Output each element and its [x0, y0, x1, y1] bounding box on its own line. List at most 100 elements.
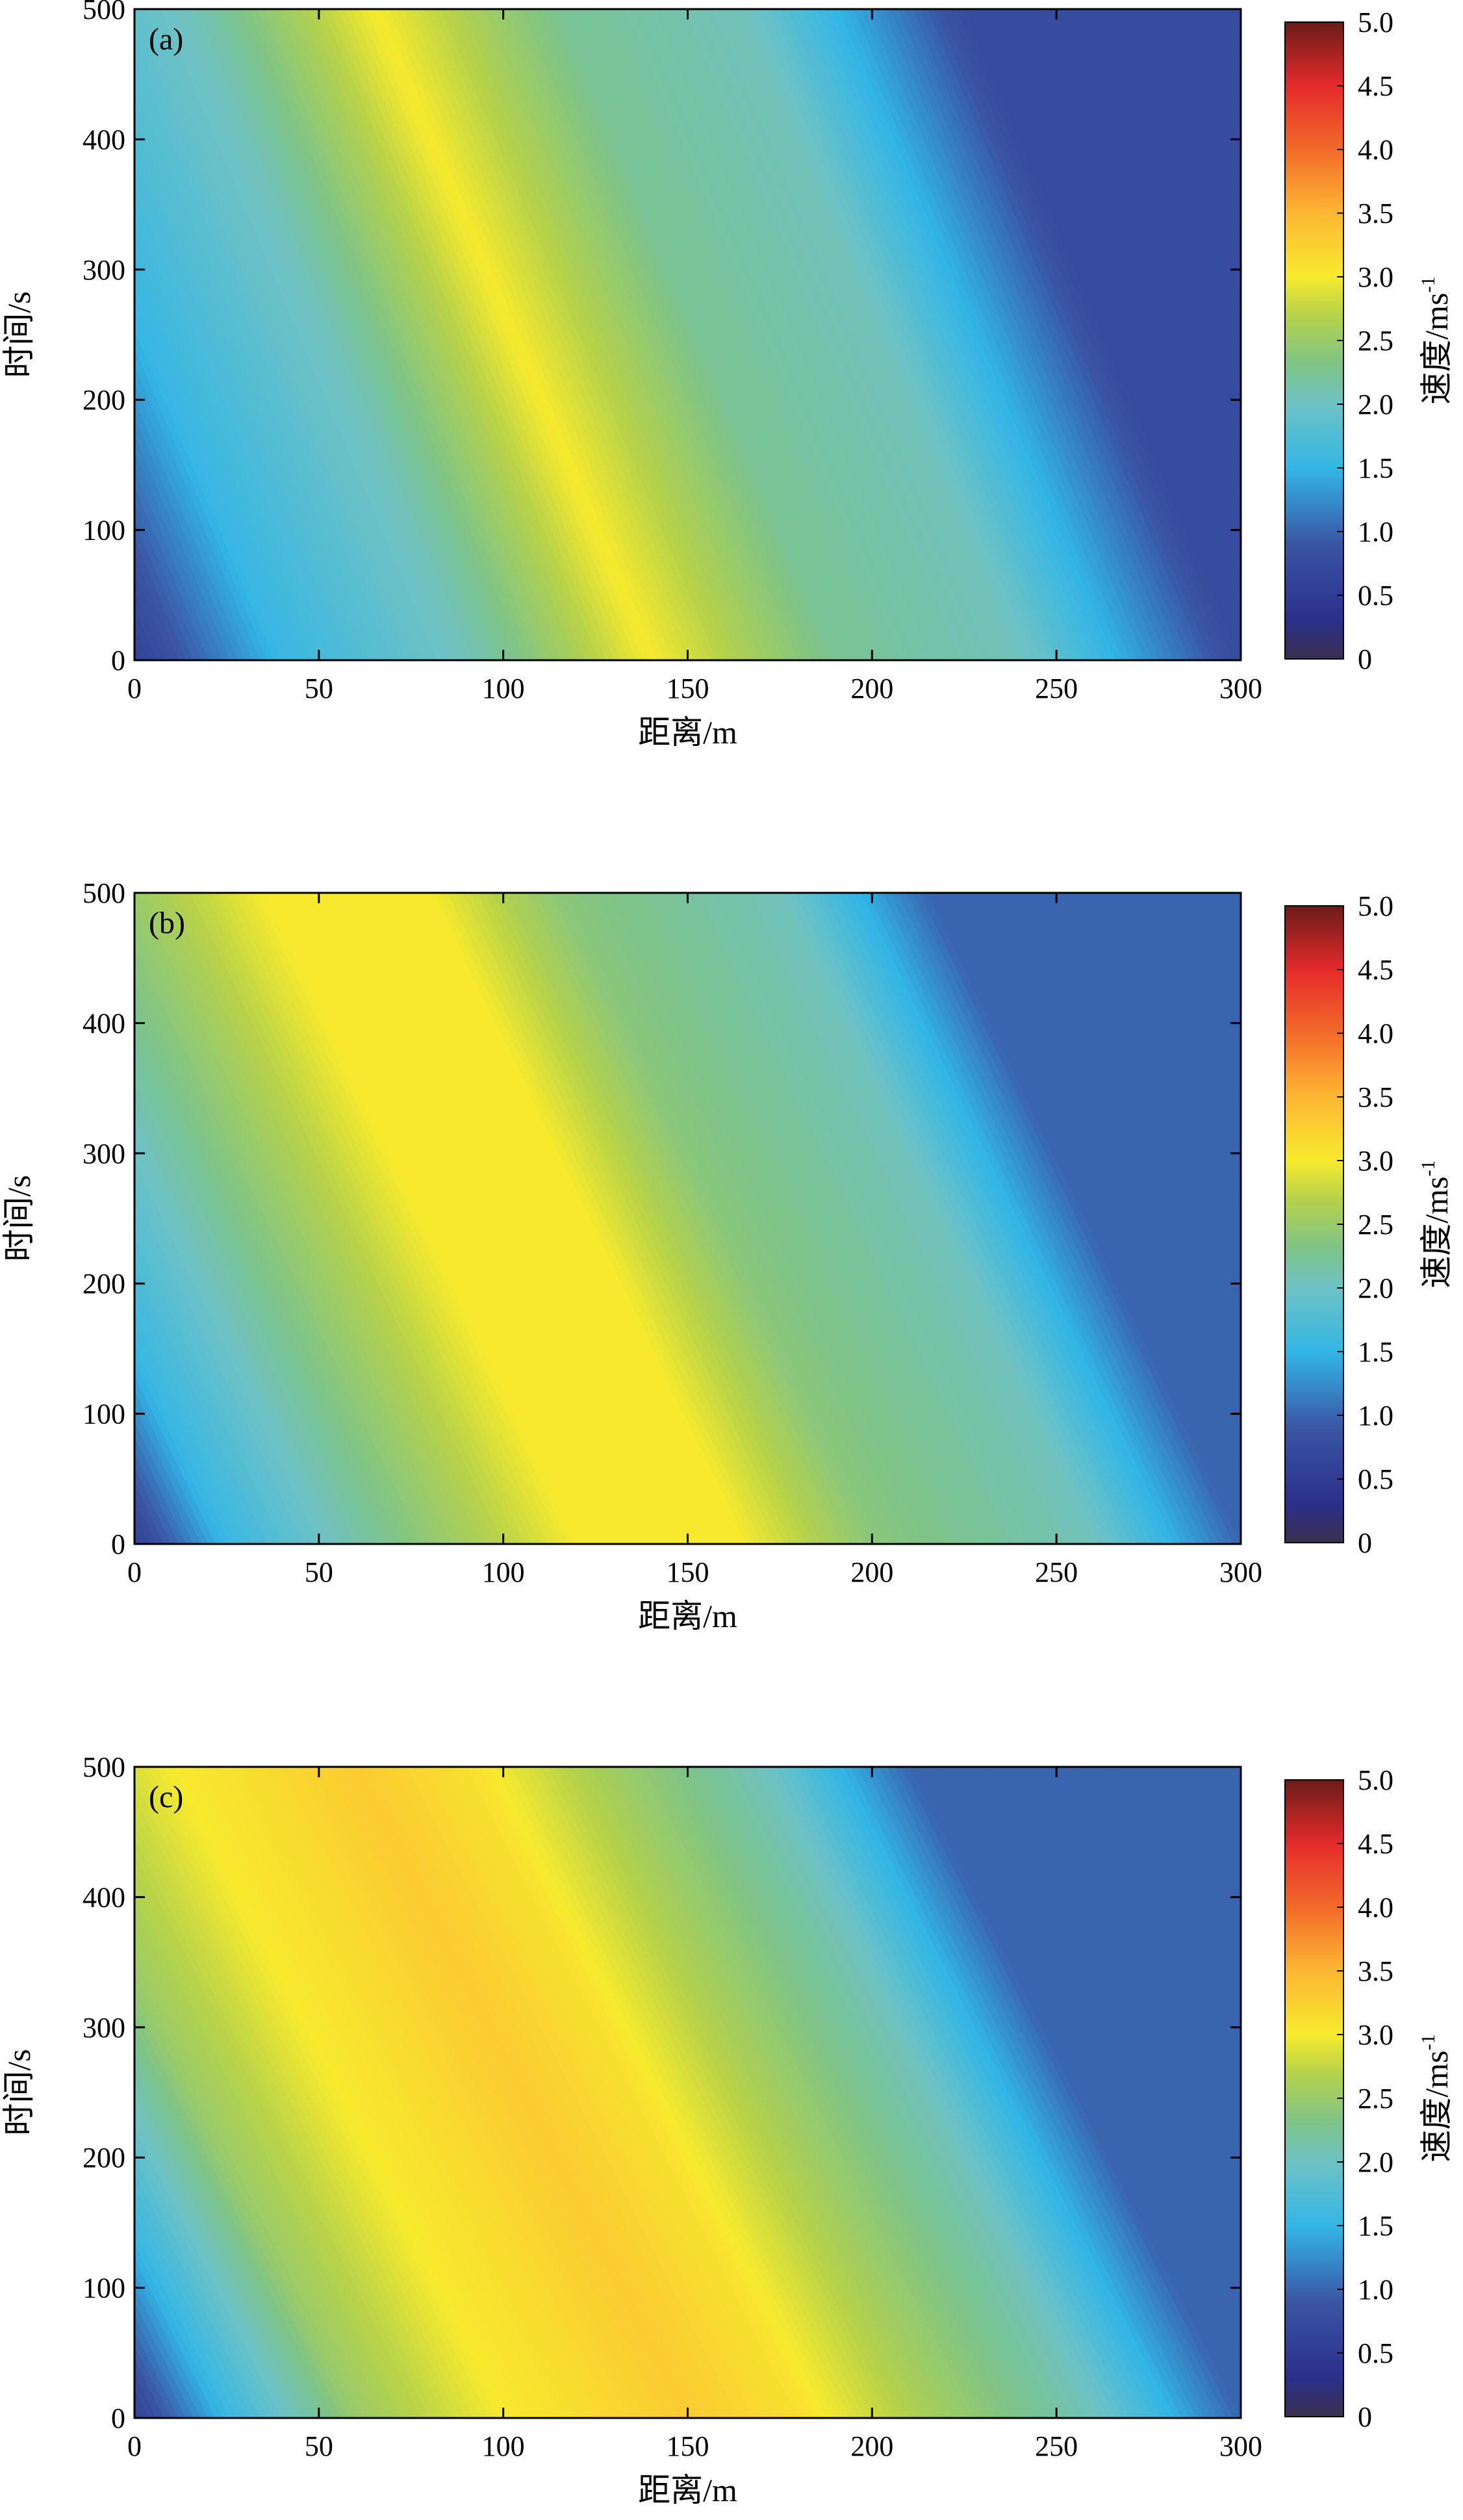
x-tick-label: 50: [305, 1556, 333, 1588]
heatmap-cell: [735, 9, 1022, 660]
heatmap-cell: [179, 1767, 520, 2418]
x-tick-label: 300: [1219, 1556, 1262, 1588]
heatmap-cell: [584, 1767, 926, 2418]
heatmap-cell: [1075, 9, 1241, 400]
heatmap-cell: [1030, 893, 1241, 1330]
heatmap-cell: [1149, 9, 1241, 226]
heatmap-cell: [429, 1767, 771, 2418]
y-axis-label: 时间/s: [1, 291, 37, 378]
heatmap-cell: [507, 9, 793, 660]
heatmap-cell: [817, 893, 1140, 1544]
heatmap-cell: [883, 893, 1206, 1544]
heatmap-cell: [610, 9, 897, 660]
chart-panel: 0 50 100 150 200 250 300 0 100 200 300 400 500 距离/m 时间…: [1, 877, 1455, 1634]
heatmap-cell: [602, 9, 889, 660]
heatmap-cell: [271, 893, 594, 1544]
heatmap-cell: [872, 1767, 1214, 2418]
x-tick-label: 150: [667, 673, 709, 704]
colorbar-label-superscript: -1: [1418, 1160, 1439, 1176]
heatmap-cell: [772, 893, 1096, 1544]
heatmap-cell: [463, 9, 749, 660]
heatmap-cell: [1211, 1767, 1241, 1825]
heatmap-cell: [234, 893, 557, 1544]
heatmap-cell: [927, 893, 1241, 1544]
heatmap-cell: [739, 1767, 1081, 2418]
heatmap-cell: [573, 9, 860, 660]
chart-panel: 0 50 100 150 200 250 300 0 100 200 300 400 500 距离/m 时间…: [1, 1751, 1455, 2508]
heatmap-cell: [591, 1767, 934, 2418]
heatmap-cell: [687, 1767, 1030, 2418]
heatmap-cell: [580, 893, 904, 1544]
heatmap-cell: [1097, 9, 1241, 348]
heatmap-cell: [706, 893, 1030, 1544]
heatmap-cell: [433, 9, 720, 660]
heatmap-cell: [853, 9, 1140, 660]
heatmap-cell: [555, 1767, 897, 2418]
heatmap-cell: [850, 1767, 1191, 2418]
heatmap-cell: [861, 893, 1184, 1544]
heatmap-cell: [809, 893, 1133, 1544]
heatmap-cell: [1045, 9, 1241, 470]
heatmap-cell: [765, 893, 1088, 1544]
y-tick-label: 400: [83, 1881, 125, 1913]
heatmap-cell: [795, 893, 1118, 1544]
colorbar-tick-label: 0.5: [1358, 2337, 1393, 2369]
x-tick-label: 150: [667, 2430, 709, 2462]
heatmap-cell: [1023, 9, 1241, 522]
heatmap-cell: [887, 1767, 1228, 2418]
heatmap-cell: [381, 9, 668, 660]
heatmap-cell: [212, 893, 535, 1544]
colorbar-tick-label: 1.0: [1358, 516, 1393, 548]
heatmap-cell: [1185, 893, 1241, 1008]
heatmap-cell: [588, 9, 874, 660]
colorbar-label-text: 速度/ms: [1418, 292, 1455, 404]
heatmap-cell: [359, 9, 646, 660]
y-tick-label: 0: [111, 1528, 125, 1560]
heatmap-cell: [485, 9, 771, 660]
heatmap-cell: [311, 1767, 654, 2418]
heatmap-cell: [1060, 893, 1241, 1268]
heatmap-cell: [595, 893, 919, 1544]
heatmap-cell: [418, 9, 705, 660]
heatmap-cell: [890, 893, 1214, 1544]
heatmap-cell: [168, 9, 454, 660]
heatmap-cell: [824, 893, 1147, 1544]
colorbar-tick-label: 3.0: [1358, 261, 1393, 293]
heatmap-cell: [134, 1767, 476, 2418]
heatmap-cell: [1141, 9, 1241, 244]
heatmap-cell: [307, 893, 631, 1544]
heatmap-cell: [351, 893, 676, 1544]
heatmap-cell: [245, 1767, 587, 2418]
y-tick-label: 500: [83, 877, 125, 909]
heatmap-cell: [927, 9, 1214, 660]
heatmap-cell: [1215, 9, 1241, 70]
heatmap-cell: [831, 893, 1155, 1544]
y-tick-label: 0: [111, 645, 125, 676]
heatmap-cell: [168, 893, 491, 1544]
heatmap-cell: [624, 893, 948, 1544]
colorbar-tick-label: 3.0: [1358, 2019, 1393, 2051]
heatmap-cell: [920, 9, 1206, 660]
colorbar-tick-label: 2.5: [1358, 1209, 1393, 1241]
heatmap-cell: [787, 893, 1111, 1544]
heatmap-cell: [1008, 9, 1241, 556]
heatmap-cell: [599, 1767, 941, 2418]
heatmap-cell: [876, 9, 1162, 660]
heatmap-cell: [544, 893, 867, 1544]
heatmap-cell: [160, 893, 484, 1544]
colorbar-tick-label: 4.5: [1358, 954, 1393, 986]
heatmap-cell: [1229, 893, 1241, 916]
heatmap-cell: [197, 893, 520, 1544]
heatmap-cell: [488, 1767, 830, 2418]
heatmap-cell: [426, 9, 712, 660]
heatmap-cell: [337, 9, 624, 660]
colorbar-label-text: 速度/ms: [1418, 2050, 1455, 2162]
heatmap-cell: [986, 9, 1241, 608]
heatmap-cell: [1112, 9, 1241, 313]
heatmap-cell: [658, 1767, 1000, 2418]
heatmap-cell: [868, 893, 1191, 1544]
heatmap-cell: [728, 9, 1015, 660]
heatmap-cell: [459, 1767, 801, 2418]
heatmap-cell: [403, 9, 690, 660]
heatmap-cell: [971, 893, 1241, 1452]
